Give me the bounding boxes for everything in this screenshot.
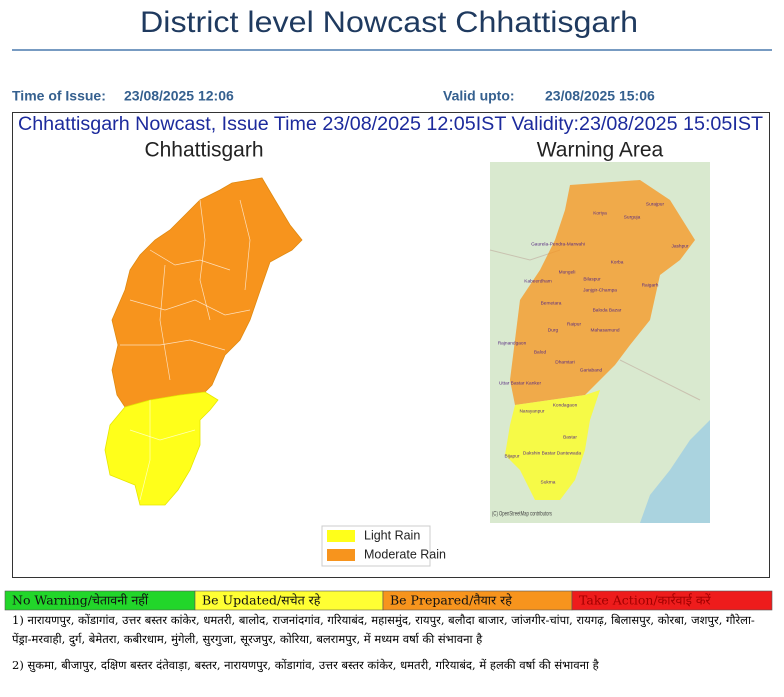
place-label: Balod <box>534 349 547 355</box>
district-border <box>129 429 196 441</box>
scale-label: Be Prepared/तैयार रहे <box>390 593 512 608</box>
left-map-title: Chhattisgarh <box>144 139 263 162</box>
scale-label: Take Action/कार्रवाई करें <box>579 593 711 608</box>
legend-label: Light Rain <box>364 528 420 542</box>
district-border <box>159 264 171 381</box>
place-label: Kabeerdham <box>524 278 551 284</box>
sea <box>640 420 710 523</box>
panel-frame <box>12 112 770 578</box>
place-label: Bemetara <box>541 300 562 306</box>
title: District level Nowcast Chhattisgarh <box>140 6 638 39</box>
forecast-1: 1) नारायणपुर, कोंडागांव, उत्तर बस्तर कां… <box>12 613 755 646</box>
place-label: Narayanpur <box>519 408 544 414</box>
place-label: Durg <box>548 327 559 333</box>
place-label: Mungeli <box>559 269 576 275</box>
place-label: Baloda Bazar <box>593 307 622 313</box>
moderate-rain-region <box>111 177 303 408</box>
place-label: Raipur <box>567 321 582 327</box>
place-label: Sukma <box>541 479 556 485</box>
legend-swatch <box>327 549 355 561</box>
legend-swatch <box>327 530 355 542</box>
warning-moderate-area <box>510 180 695 405</box>
district-border <box>129 299 251 316</box>
district-border <box>139 400 151 501</box>
forecast-2: 2) सुकमा, बीजापुर, दक्षिण बस्तर दंतेवाड़… <box>12 658 599 672</box>
map-attribution: (C) OpenStreetMap contributors <box>492 512 552 518</box>
place-label: Surguja <box>624 214 641 220</box>
scale-cell <box>571 590 773 611</box>
issue-time: 23/08/2025 12:06 <box>124 88 234 104</box>
place-label: Bijapur <box>505 453 520 459</box>
scale-label: No Warning/चेतावनी नहीं <box>12 593 149 608</box>
place-label: Gariaband <box>580 367 603 373</box>
place-label: Raigarh <box>642 282 659 288</box>
place-label: Surajpur <box>646 201 665 207</box>
place-label: Dakshin Bastar Dantewada <box>523 450 581 456</box>
place-label: Jashpur <box>671 243 688 249</box>
warning-light-area <box>505 390 600 500</box>
place-label: Korba <box>611 259 624 265</box>
district-border <box>199 199 211 321</box>
issue-label: Time of Issue: <box>12 88 106 104</box>
place-label: Janjgir-Champa <box>583 287 617 293</box>
road <box>619 359 701 401</box>
place-label: Rajnandgaon <box>498 340 527 346</box>
valid-time: 23/08/2025 15:06 <box>545 88 655 104</box>
place-label: Bilaspur <box>583 276 601 282</box>
light-rain-region <box>104 391 219 506</box>
legend-label: Moderate Rain <box>364 547 446 561</box>
place-label: Koriya <box>593 210 607 216</box>
district-border <box>149 249 231 271</box>
place-label: Mahasamund <box>590 327 619 333</box>
place-label: Dhamtari <box>555 359 574 365</box>
place-label: Uttar Bastar Kanker <box>499 380 542 386</box>
place-label: Gaurela-Pendra-Marwahi <box>531 241 585 247</box>
place-label: Bastar <box>563 434 577 440</box>
district-border <box>120 339 226 351</box>
valid-label: Valid upto: <box>443 88 515 104</box>
district-border <box>239 199 251 291</box>
place-label: Kondagaon <box>553 402 578 408</box>
right-map-title: Warning Area <box>537 139 664 162</box>
scale-label: Be Updated/सचेत रहे <box>202 593 321 608</box>
panel-heading: Chhattisgarh Nowcast, Issue Time 23/08/2… <box>18 114 763 135</box>
